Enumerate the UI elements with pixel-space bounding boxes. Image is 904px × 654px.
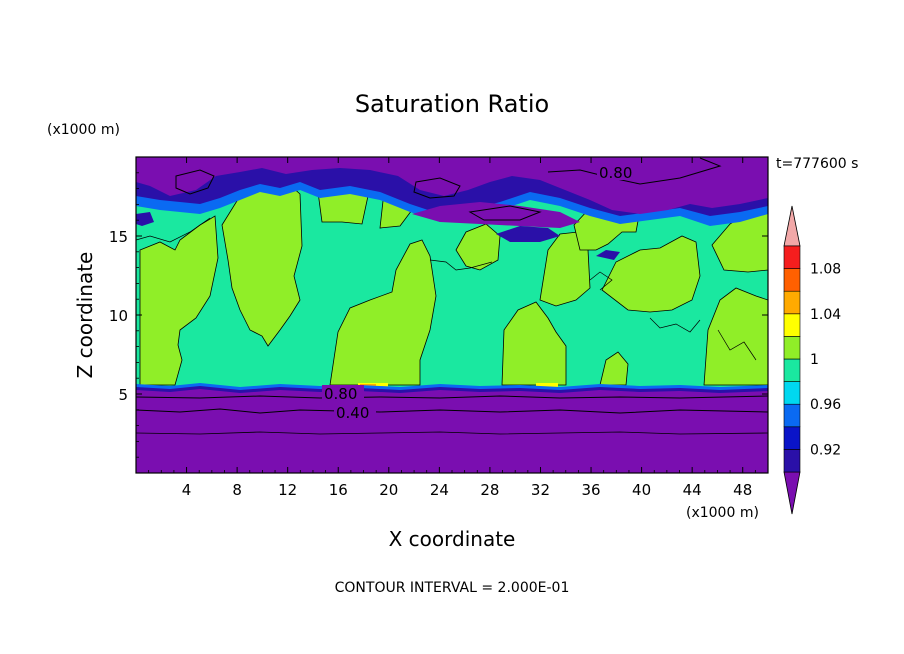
colorbar-swatch bbox=[783, 290, 801, 315]
x-tick-label: 48 bbox=[733, 481, 752, 499]
x-tick-label: 28 bbox=[480, 481, 499, 499]
x-tick-label: 36 bbox=[581, 481, 600, 499]
x-tick-label: 4 bbox=[182, 481, 192, 499]
colorbar-tick-label: 1 bbox=[810, 352, 819, 368]
time-label: t=777600 s bbox=[776, 156, 858, 172]
colorbar-swatch bbox=[783, 268, 801, 292]
plot-area: 0.80 0.80 0.40 bbox=[136, 157, 768, 473]
x-axis-label: X coordinate bbox=[389, 527, 516, 551]
x-tick-label: 32 bbox=[531, 481, 550, 499]
colorbar-overflow-triangle bbox=[783, 205, 801, 247]
x-tick-label: 44 bbox=[683, 481, 702, 499]
y-axis-label: Z coordinate bbox=[73, 252, 97, 379]
x-tick-label: 20 bbox=[379, 481, 398, 499]
colorbar-underflow-triangle bbox=[783, 471, 801, 515]
colorbar-tick-label: 1.08 bbox=[810, 262, 841, 278]
y-units-label: (x1000 m) bbox=[47, 122, 120, 138]
colorbar-swatch bbox=[783, 403, 801, 428]
colorbar-swatch bbox=[783, 358, 801, 382]
x-units-label: (x1000 m) bbox=[686, 505, 759, 521]
colorbar-swatch bbox=[783, 449, 801, 473]
colorbar-swatch bbox=[783, 245, 801, 269]
colorbar: 0.92 0.96 1 1.04 1.08 bbox=[783, 205, 841, 515]
lower-dry-layer bbox=[136, 383, 768, 473]
chart-title: Saturation Ratio bbox=[355, 90, 549, 118]
x-tick-label: 40 bbox=[632, 481, 651, 499]
y-tick-label: 10 bbox=[109, 307, 128, 325]
x-tick-label: 16 bbox=[329, 481, 348, 499]
contour-label-bg bbox=[597, 163, 637, 180]
y-tick-label: 15 bbox=[109, 228, 128, 246]
contour-label-bg bbox=[334, 404, 376, 419]
colorbar-swatch bbox=[783, 336, 801, 360]
x-axis-ticks: 4 8 12 16 20 24 28 32 36 40 44 48 bbox=[148, 157, 756, 499]
contour-label-upper: 0.80 bbox=[599, 164, 632, 182]
y-axis-ticks: 5 10 15 bbox=[109, 172, 768, 458]
colorbar-swatch bbox=[783, 313, 801, 337]
x-tick-label: 24 bbox=[430, 481, 449, 499]
contour-interval-label: CONTOUR INTERVAL = 2.000E-01 bbox=[335, 580, 570, 596]
contour-label-lower-2: 0.40 bbox=[336, 404, 369, 422]
contour-label-bg bbox=[322, 385, 364, 400]
colorbar-swatch bbox=[783, 381, 801, 405]
colorbar-tick-label: 0.92 bbox=[810, 442, 841, 458]
contour-lines bbox=[136, 217, 757, 361]
x-tick-label: 12 bbox=[278, 481, 297, 499]
colorbar-swatch bbox=[783, 426, 801, 450]
contour-label-lower-1: 0.80 bbox=[324, 385, 357, 403]
y-tick-label: 5 bbox=[118, 386, 128, 404]
x-tick-label: 8 bbox=[232, 481, 242, 499]
colorbar-tick-label: 1.04 bbox=[810, 307, 841, 323]
colorbar-tick-label: 0.96 bbox=[810, 397, 841, 413]
